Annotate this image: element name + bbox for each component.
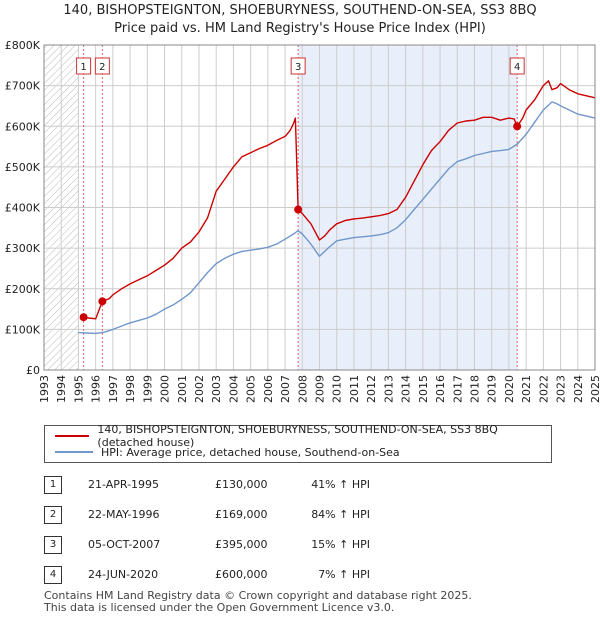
legend-item-hpi: HPI: Average price, detached house, Sout… xyxy=(55,444,400,460)
sale-number-badge: 2 xyxy=(44,506,62,524)
sale-row: 4 24-JUN-2020 £600,000 7% ↑ HPI xyxy=(44,566,550,586)
x-tick-label: 2006 xyxy=(262,375,275,403)
footer-licence: This data is licensed under the Open Gov… xyxy=(44,601,395,614)
x-tick-label: 2022 xyxy=(537,375,550,403)
x-tick-label: 2018 xyxy=(468,375,481,403)
sale-number-badge: 1 xyxy=(44,476,62,494)
hpi-line xyxy=(78,101,596,335)
legend-swatch-property xyxy=(55,435,90,437)
x-tick-label: 1998 xyxy=(124,375,137,403)
x-tick-label: 2003 xyxy=(210,375,223,403)
sale-date: 22-MAY-1996 xyxy=(88,508,160,521)
y-tick-label: £500K xyxy=(5,161,41,174)
sale-label-text: 1 xyxy=(80,62,86,73)
y-tick-label: £400K xyxy=(5,202,41,215)
x-tick-label: 2009 xyxy=(314,375,327,403)
x-tick-label: 1993 xyxy=(38,375,51,403)
x-tick-label: 1995 xyxy=(72,375,85,403)
sale-label-text: 4 xyxy=(514,62,520,73)
sale-point xyxy=(294,205,303,214)
x-tick-label: 2014 xyxy=(400,375,413,403)
y-tick-label: £300K xyxy=(5,242,41,255)
x-tick-label: 2004 xyxy=(227,375,240,403)
x-tick-label: 2002 xyxy=(193,375,206,403)
sale-label-box xyxy=(290,57,306,75)
y-tick-label: £600K xyxy=(5,120,41,133)
legend-label-hpi: HPI: Average price, detached house, Sout… xyxy=(101,445,400,459)
footer-copyright: Contains HM Land Registry data © Crown c… xyxy=(44,589,472,602)
sale-date: 05-OCT-2007 xyxy=(88,538,161,551)
x-tick-label: 2011 xyxy=(348,375,361,403)
legend-label-property: 140, BISHOPSTEIGNTON, SHOEBURYNESS, SOUT… xyxy=(97,423,498,449)
sale-price: £169,000 xyxy=(215,508,268,521)
sale-label-text: 3 xyxy=(295,62,301,73)
sale-label-box xyxy=(94,57,110,75)
x-tick-label: 2020 xyxy=(503,375,516,403)
sale-hpi-change: 84% ↑ HPI xyxy=(311,508,370,521)
sale-label-4: 4 xyxy=(509,57,525,75)
x-tick-label: 2001 xyxy=(176,375,189,403)
x-tick-label: 2025 xyxy=(589,375,600,403)
x-tick-label: 2023 xyxy=(555,375,568,403)
legend: 140, BISHOPSTEIGNTON, SHOEBURYNESS, SOUT… xyxy=(44,423,552,463)
x-tick-label: 2015 xyxy=(417,375,430,403)
sale-price: £600,000 xyxy=(215,568,268,581)
x-tick-label: 2007 xyxy=(279,375,292,403)
sale-hpi-change: 41% ↑ HPI xyxy=(311,478,370,491)
sale-number-badge: 3 xyxy=(44,536,62,554)
x-tick-label: 2012 xyxy=(365,375,378,403)
sale-price: £395,000 xyxy=(215,538,268,551)
sale-label-1: 1 xyxy=(76,57,92,75)
sale-date: 21-APR-1995 xyxy=(88,478,160,491)
x-tick-label: 1996 xyxy=(90,375,103,403)
x-tick-label: 2024 xyxy=(572,375,585,403)
chart-title: 140, BISHOPSTEIGNTON, SHOEBURYNESS, SOUT… xyxy=(0,2,600,38)
x-tick-label: 1999 xyxy=(141,375,154,403)
y-tick-label: £800K xyxy=(5,39,41,52)
y-tick-label: £700K xyxy=(5,80,41,93)
sale-price: £130,000 xyxy=(215,478,268,491)
y-tick-label: £100K xyxy=(5,323,41,336)
x-tick-label: 2016 xyxy=(434,375,447,403)
sale-label-3: 3 xyxy=(290,57,306,75)
plot-border xyxy=(43,44,596,371)
x-tick-label: 2017 xyxy=(451,375,464,403)
x-tick-label: 2013 xyxy=(382,375,395,403)
title-line-1: 140, BISHOPSTEIGNTON, SHOEBURYNESS, SOUT… xyxy=(63,3,537,18)
x-tick-label: 2021 xyxy=(520,375,533,403)
sale-hpi-change: 15% ↑ HPI xyxy=(311,538,370,551)
x-tick-label: 2019 xyxy=(486,375,499,403)
sale-label-2: 2 xyxy=(94,57,110,75)
legend-swatch-hpi xyxy=(55,451,93,453)
sale-label-box xyxy=(509,57,525,75)
x-tick-label: 2005 xyxy=(245,375,258,403)
sale-row: 3 05-OCT-2007 £395,000 15% ↑ HPI xyxy=(44,536,550,556)
sale-label-box xyxy=(76,57,92,75)
x-tick-label: 2000 xyxy=(159,375,172,403)
sale-date: 24-JUN-2020 xyxy=(88,568,159,581)
x-tick-label: 1997 xyxy=(107,375,120,403)
price-chart: 1 2 3 4 £0 £100K £200K £300K £400K £500K £600K £70… xyxy=(5,39,600,403)
y-tick-label: £200K xyxy=(5,283,41,296)
sale-point xyxy=(98,297,107,306)
x-tick-label: 1994 xyxy=(55,375,68,403)
sale-row: 2 22-MAY-1996 £169,000 84% ↑ HPI xyxy=(44,506,550,526)
sale-hpi-change: 7% ↑ HPI xyxy=(318,568,370,581)
legend-item-property: 140, BISHOPSTEIGNTON, SHOEBURYNESS, SOUT… xyxy=(55,423,551,449)
sale-label-text: 2 xyxy=(99,62,105,73)
x-tick-label: 2010 xyxy=(331,375,344,403)
sale-row: 1 21-APR-1995 £130,000 41% ↑ HPI xyxy=(44,476,550,496)
title-line-2: Price paid vs. HM Land Registry's House … xyxy=(114,21,486,36)
x-tick-label: 2008 xyxy=(296,375,309,403)
sale-number-badge: 4 xyxy=(44,566,62,584)
y-tick-label: £0 xyxy=(26,364,40,377)
footer: Contains HM Land Registry data © Crown c… xyxy=(44,590,472,614)
property-price-line xyxy=(83,80,596,320)
sale-point xyxy=(79,313,88,322)
sale-point xyxy=(513,122,522,131)
